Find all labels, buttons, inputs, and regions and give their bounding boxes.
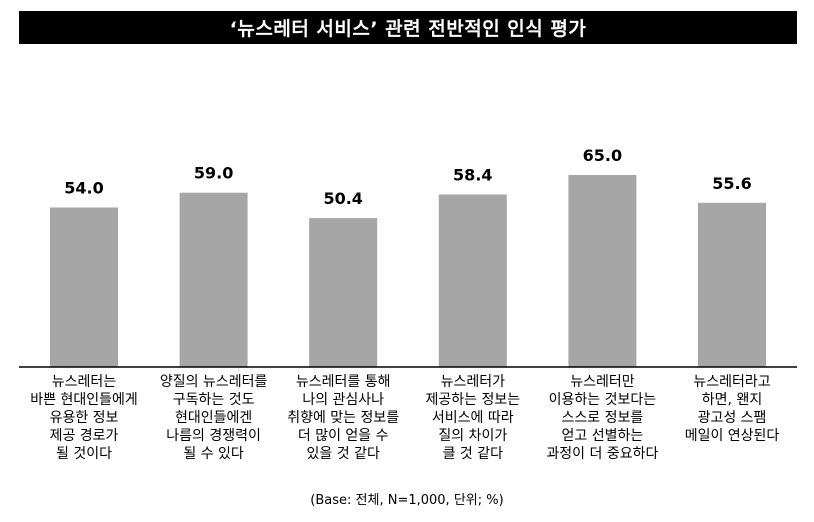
bar-6 <box>698 202 766 367</box>
value-label-5: 65.0 <box>583 146 622 165</box>
value-label-6: 55.6 <box>712 174 751 193</box>
chart-title: ‘뉴스레터 서비스’ 관련 전반적인 인식 평가 <box>19 11 797 44</box>
bar-4 <box>438 194 507 367</box>
category-label-2: 양질의 뉴스레터를 구독하는 것도 현대인들에겐 나름의 경쟁력이 될 수 있다 <box>159 374 268 462</box>
category-label-5: 뉴스레터만 이용하는 것보다는 스스로 정보를 얻고 선별하는 과정이 더 중요… <box>546 374 659 462</box>
bar-3 <box>309 218 378 367</box>
category-label-6: 뉴스레터라고 하면, 왠지 광고성 스팸 메일이 연상된다 <box>684 374 780 444</box>
footnote: (Base: 전체, N=1,000, 단위; %) <box>310 493 504 508</box>
category-label-4: 뉴스레터가 제공하는 정보는 서비스에 따라 질의 차이가 클 것 같다 <box>425 374 521 462</box>
value-label-4: 58.4 <box>453 166 492 185</box>
value-label-2: 59.0 <box>194 164 233 183</box>
category-label-3: 뉴스레터를 통해 나의 관심사나 취향에 맞는 정보를 더 많이 얻을 수 있을… <box>287 374 400 462</box>
category-label-1: 뉴스레터는 바쁜 현대인들에게 유용한 정보 제공 경로가 될 것이다 <box>30 374 138 462</box>
value-label-3: 50.4 <box>323 189 362 208</box>
bar-1 <box>50 207 118 367</box>
bar-2 <box>179 192 248 367</box>
bar-5 <box>568 175 637 367</box>
value-label-1: 54.0 <box>64 179 103 198</box>
